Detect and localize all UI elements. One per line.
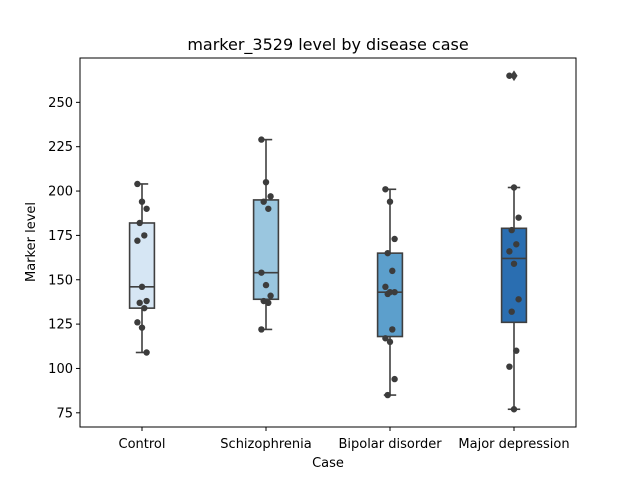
data-point — [143, 205, 150, 212]
data-point — [515, 296, 522, 303]
data-point — [515, 214, 522, 221]
data-point — [510, 184, 518, 191]
data-point — [136, 299, 143, 307]
data-point — [382, 186, 389, 193]
data-point — [134, 237, 141, 244]
data-point — [265, 205, 272, 212]
x-axis: Control Schizophrenia Bipolar disorder Majo… — [119, 427, 570, 452]
data-point — [134, 180, 141, 188]
data-point — [382, 283, 389, 291]
data-point — [138, 283, 146, 291]
data-point — [510, 260, 518, 267]
data-point — [138, 324, 146, 331]
data-point — [258, 326, 265, 333]
data-points — [134, 72, 522, 413]
data-point — [384, 249, 391, 257]
y-tick-label: 175 — [48, 229, 73, 244]
data-point — [506, 363, 513, 370]
data-point — [134, 319, 141, 326]
x-tick-label: Bipolar disorder — [338, 437, 442, 452]
data-point — [136, 219, 143, 227]
data-point — [143, 297, 150, 305]
data-point — [138, 198, 146, 205]
y-tick-label: 100 — [48, 362, 73, 377]
data-point — [267, 193, 274, 200]
x-tick-label: Control — [119, 437, 166, 452]
data-point — [262, 281, 270, 289]
data-point — [258, 136, 265, 143]
y-tick-label: 250 — [48, 96, 73, 111]
data-point — [513, 241, 520, 248]
data-point — [386, 198, 394, 205]
data-point — [384, 290, 391, 298]
data-point — [508, 226, 515, 234]
data-point — [267, 292, 274, 299]
data-point — [143, 349, 150, 356]
y-tick-label: 75 — [56, 406, 73, 421]
chart-title: marker_3529 level by disease case — [187, 35, 468, 55]
plot-area — [79, 57, 577, 428]
data-point — [391, 375, 398, 383]
data-point — [260, 198, 267, 205]
data-point — [265, 299, 272, 307]
data-point — [258, 269, 265, 276]
data-point — [389, 326, 396, 333]
y-axis: 75 100 125 150 175 200 225 250 — [48, 96, 80, 421]
x-axis-title: Case — [312, 456, 344, 471]
data-point — [141, 304, 148, 312]
y-tick-label: 225 — [48, 140, 73, 155]
y-tick-label: 200 — [48, 185, 73, 200]
data-point — [510, 406, 518, 413]
data-point — [386, 338, 394, 346]
box-group — [376, 188, 404, 396]
y-axis-title: Marker level — [24, 202, 39, 282]
data-point — [382, 335, 389, 342]
data-point — [508, 308, 515, 315]
data-point — [389, 267, 396, 275]
x-tick-label: Schizophrenia — [220, 437, 311, 452]
data-point — [141, 232, 148, 239]
data-point — [384, 391, 391, 399]
data-point — [391, 288, 398, 296]
x-tick-label: Major depression — [458, 437, 569, 452]
data-point — [506, 248, 513, 255]
y-tick-label: 150 — [48, 273, 73, 288]
data-point — [506, 72, 513, 79]
y-tick-label: 125 — [48, 318, 73, 333]
data-point — [262, 178, 270, 186]
data-point — [513, 347, 520, 354]
data-point — [391, 235, 398, 243]
